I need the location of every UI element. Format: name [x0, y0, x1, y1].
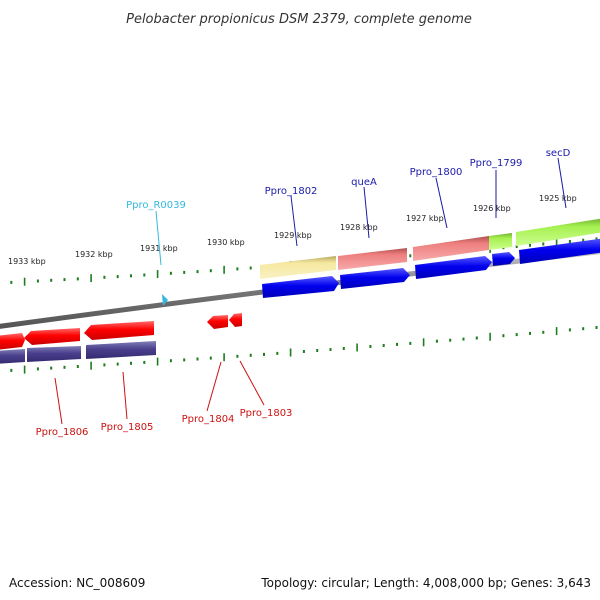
accession-text: Accession: NC_008609 — [9, 576, 145, 590]
gene-leader-line — [239, 360, 265, 406]
rna-gene-marker[interactable] — [162, 294, 168, 306]
kbp-label: 1928 kbp — [340, 223, 378, 232]
gene-annotation-bar-quea — [338, 248, 407, 270]
gene-label-ppro-r0039[interactable]: Ppro_R0039 — [126, 200, 186, 211]
forward-gene-arrow[interactable] — [340, 268, 410, 289]
topology-text: Topology: circular; Length: 4,008,000 bp… — [260, 576, 591, 590]
gene-label-ppro-1806[interactable]: Ppro_1806 — [36, 427, 89, 438]
forward-gene-arrow[interactable] — [415, 256, 492, 279]
gene-label-ppro-1800[interactable]: Ppro_1800 — [410, 167, 463, 178]
reverse-gene-arrow[interactable] — [0, 333, 25, 350]
kbp-label: 1925 kbp — [539, 194, 577, 203]
genome-title: Pelobacter propionicus DSM 2379, complet… — [126, 12, 472, 27]
reverse-gene-arrow[interactable] — [84, 321, 154, 340]
gene-label-secd[interactable]: secD — [546, 148, 571, 159]
kbp-label: 1927 kbp — [406, 214, 444, 223]
kbp-label: 1932 kbp — [75, 250, 113, 259]
gene-annotation-bar-ppro-1805 — [86, 341, 156, 359]
gene-label-ppro-1805[interactable]: Ppro_1805 — [101, 422, 154, 433]
kbp-label: 1926 kbp — [473, 204, 511, 213]
lower-tick-row — [10, 326, 598, 374]
gene-leader-line — [155, 210, 162, 266]
kbp-label: 1929 kbp — [274, 231, 312, 240]
gene-annotation-bar-ppro-1806 — [27, 346, 81, 362]
gene-label-quea[interactable]: queA — [351, 177, 377, 188]
gene-leader-line — [122, 371, 128, 420]
kbp-label: 1931 kbp — [140, 244, 178, 253]
gene-leader-line — [435, 177, 448, 229]
gene-label-ppro-1799[interactable]: Ppro_1799 — [470, 158, 523, 169]
gene-leader-line — [363, 186, 370, 239]
gene-annotation-bar-ppro-1800 — [413, 236, 489, 261]
kbp-label: 1933 kbp — [8, 257, 46, 266]
gene-label-ppro-1802[interactable]: Ppro_1802 — [265, 186, 318, 197]
forward-gene-arrow[interactable] — [262, 276, 339, 298]
forward-gene-arrow[interactable] — [492, 252, 515, 266]
gene-label-ppro-1804[interactable]: Ppro_1804 — [182, 414, 235, 425]
reverse-gene-arrow[interactable] — [229, 313, 242, 327]
gene-annotation-bar-ppro-1806 — [0, 349, 25, 364]
gene-leader-line — [54, 377, 63, 425]
reverse-gene-arrow[interactable] — [207, 315, 228, 329]
forward-gene-arrow[interactable] — [519, 238, 600, 264]
reverse-gene-arrow[interactable] — [24, 328, 80, 345]
gene-leader-line — [290, 195, 298, 247]
gene-annotation-bar-ppro-1799 — [489, 233, 512, 250]
gene-leader-line — [206, 361, 222, 412]
gene-annotation-bar-secd — [516, 218, 600, 246]
gene-leader-line — [557, 157, 567, 209]
gene-annotation-bar-ppro-1802 — [260, 256, 336, 279]
gene-label-ppro-1803[interactable]: Ppro_1803 — [240, 408, 293, 419]
kbp-label: 1930 kbp — [207, 238, 245, 247]
